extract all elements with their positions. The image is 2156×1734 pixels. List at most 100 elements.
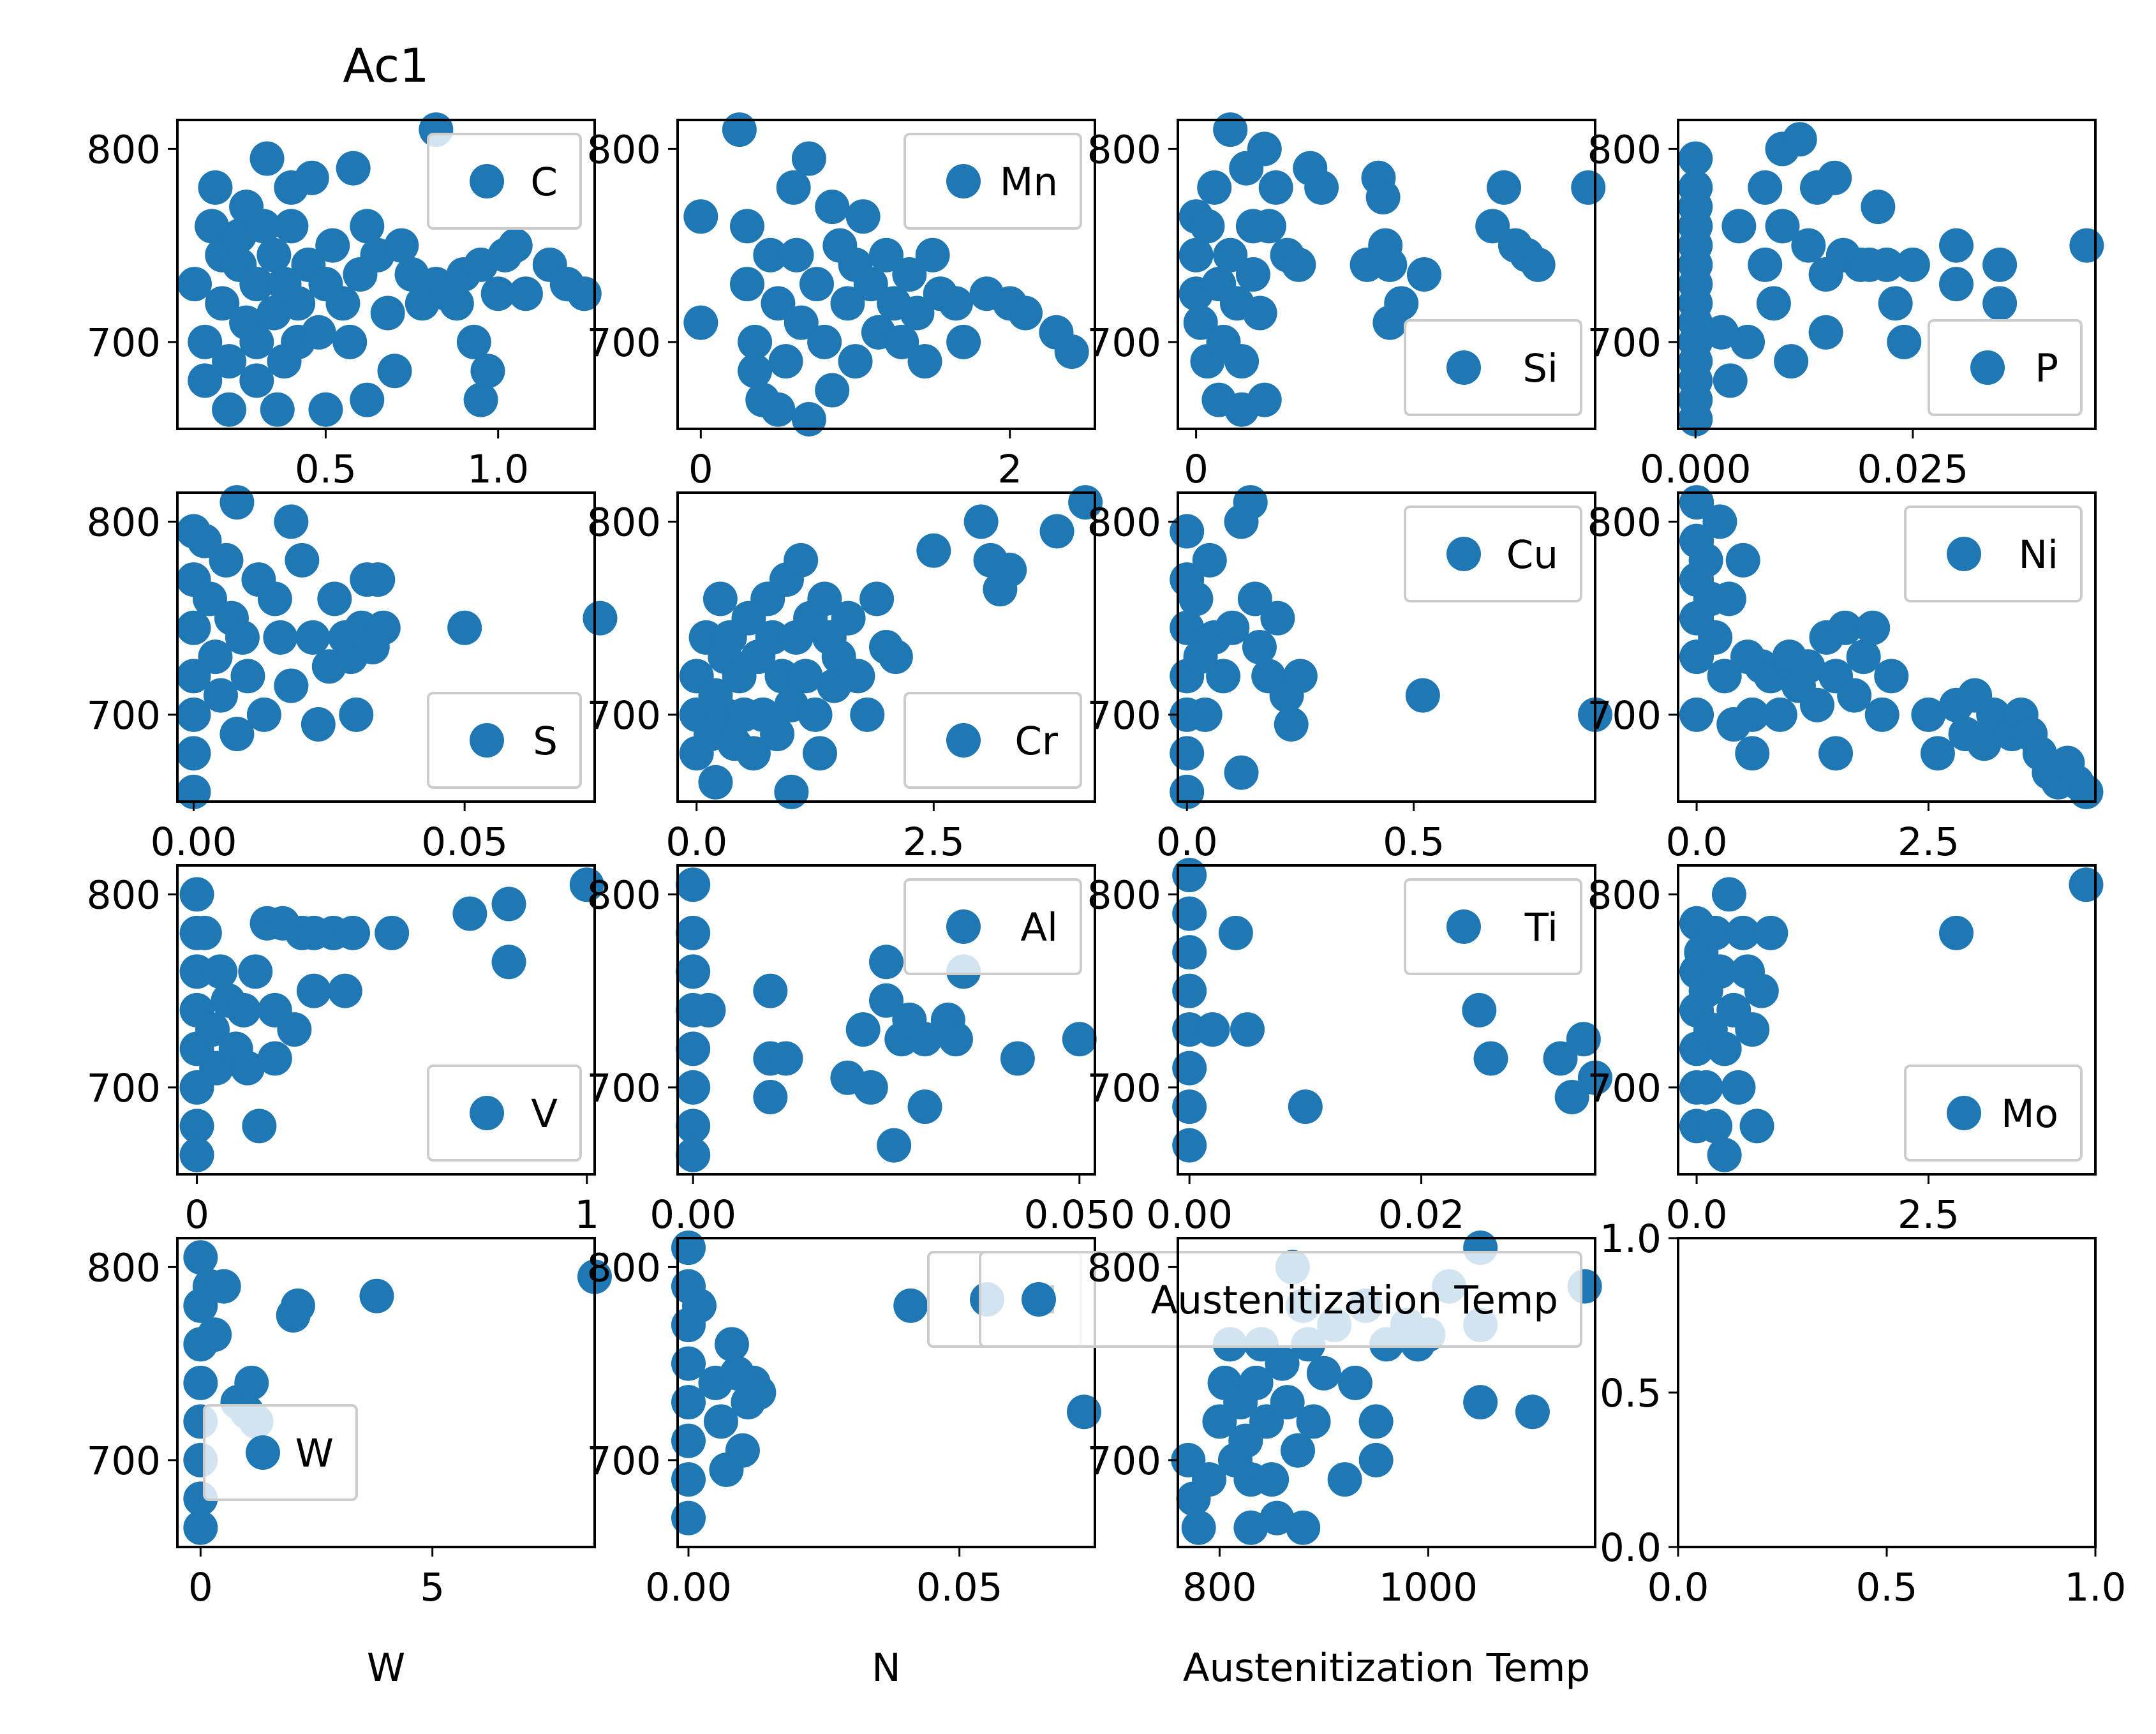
data-point xyxy=(377,354,412,389)
data-point xyxy=(676,1031,711,1066)
data-point xyxy=(370,295,405,331)
data-point xyxy=(1817,160,1852,195)
data-point xyxy=(1337,1365,1372,1400)
data-point xyxy=(1172,973,1207,1008)
legend: V xyxy=(427,1065,582,1162)
data-point xyxy=(683,305,718,340)
data-point xyxy=(1192,542,1227,578)
axes-frame xyxy=(1177,864,1596,1176)
data-point xyxy=(1187,697,1223,732)
data-point xyxy=(375,915,410,950)
data-point xyxy=(1172,896,1207,931)
data-point xyxy=(1571,170,1606,205)
data-point xyxy=(219,717,255,752)
data-point xyxy=(1939,267,1974,302)
data-point xyxy=(567,276,602,311)
y-tick-label: 1.0 xyxy=(1600,1216,1662,1262)
data-point xyxy=(1372,247,1408,282)
axes-frame xyxy=(176,491,596,803)
x-tick-label: 0.0 xyxy=(665,819,727,865)
legend-marker xyxy=(1446,350,1481,385)
data-point xyxy=(327,973,362,1008)
data-point xyxy=(1704,315,1739,350)
data-point xyxy=(768,1041,803,1076)
data-point xyxy=(1748,170,1783,205)
data-point xyxy=(239,363,274,398)
y-tick-label: 700 xyxy=(87,693,161,738)
data-point xyxy=(1462,992,1497,1028)
data-point xyxy=(285,542,320,578)
data-point xyxy=(1282,659,1318,694)
data-point xyxy=(1911,697,1946,732)
data-point xyxy=(583,601,618,636)
y-tick-label: 700 xyxy=(1087,1066,1161,1111)
data-point xyxy=(725,1433,760,1468)
y-tick-label: 800 xyxy=(87,1245,161,1290)
data-point xyxy=(205,286,240,321)
legend-frame xyxy=(427,133,582,230)
x-tick-label: 0.0 xyxy=(1666,1192,1728,1237)
data-point xyxy=(869,237,903,273)
data-point xyxy=(1054,334,1089,369)
data-point xyxy=(1286,1510,1321,1545)
subplot-mn: Mn 0 2 700 800 xyxy=(587,112,1096,492)
legend-label: Mn xyxy=(1000,160,1058,205)
data-point xyxy=(671,1500,706,1536)
legend-marker xyxy=(470,723,504,758)
axes-frame xyxy=(176,1237,596,1548)
data-point xyxy=(1808,315,1843,350)
data-point xyxy=(1554,1080,1589,1114)
data-point xyxy=(900,295,935,331)
data-point xyxy=(177,267,212,302)
data-point xyxy=(366,610,401,645)
legend-marker xyxy=(1022,1282,1056,1317)
y-tick-label: 800 xyxy=(87,872,161,918)
y-tick-label: 700 xyxy=(587,1439,661,1484)
x-tick-label: 0.00 xyxy=(650,1192,736,1237)
data-point xyxy=(1895,247,1930,282)
data-point xyxy=(1306,1356,1341,1391)
x-tick-label: 0.05 xyxy=(421,819,508,865)
subplot-s: S 0.00 0.05 700 800 xyxy=(87,485,618,865)
legend-label: Mo xyxy=(2001,1091,2058,1137)
data-point xyxy=(2069,774,2104,809)
data-point xyxy=(1939,228,1974,263)
data-point xyxy=(295,620,331,655)
data-point xyxy=(1463,1385,1498,1420)
data-point xyxy=(893,1288,928,1323)
data-point xyxy=(798,697,833,732)
data-point xyxy=(761,392,796,427)
scatter-series xyxy=(176,485,618,809)
data-point xyxy=(1725,915,1760,950)
data-point xyxy=(1008,295,1043,331)
data-point xyxy=(741,1375,777,1410)
y-tick-label: 800 xyxy=(1587,500,1662,545)
data-point xyxy=(198,170,233,205)
y-tick-label: 800 xyxy=(87,500,161,545)
subplot-ni: Ni 0.0 2.5 700 800 xyxy=(1587,485,2104,865)
data-point xyxy=(1702,504,1737,539)
data-point xyxy=(1281,1433,1316,1468)
data-point xyxy=(939,286,973,321)
axes-frame xyxy=(1177,491,1596,803)
data-point xyxy=(1966,726,2002,761)
data-point xyxy=(206,1269,241,1304)
data-point xyxy=(703,1404,738,1439)
subplot-cu: Cu 0.0 0.5 700 800 xyxy=(1087,485,1612,865)
legend-label: Cu xyxy=(1506,532,1558,578)
scatter-series xyxy=(179,867,604,1172)
data-point xyxy=(281,286,316,321)
data-point xyxy=(671,1423,706,1458)
y-tick-label: 700 xyxy=(1587,1066,1662,1111)
scatter-series xyxy=(1678,122,2104,437)
data-point xyxy=(439,286,474,321)
data-point xyxy=(332,324,368,359)
data-point xyxy=(698,765,733,800)
scatter-series xyxy=(683,112,1089,437)
figure-title: Ac1 xyxy=(343,39,429,93)
legend-label: Si xyxy=(1522,346,1558,391)
data-point xyxy=(1679,697,1714,732)
data-point xyxy=(1288,1089,1323,1125)
legend: Ni xyxy=(1904,505,2083,602)
x-tick-label: 0 xyxy=(688,447,713,492)
